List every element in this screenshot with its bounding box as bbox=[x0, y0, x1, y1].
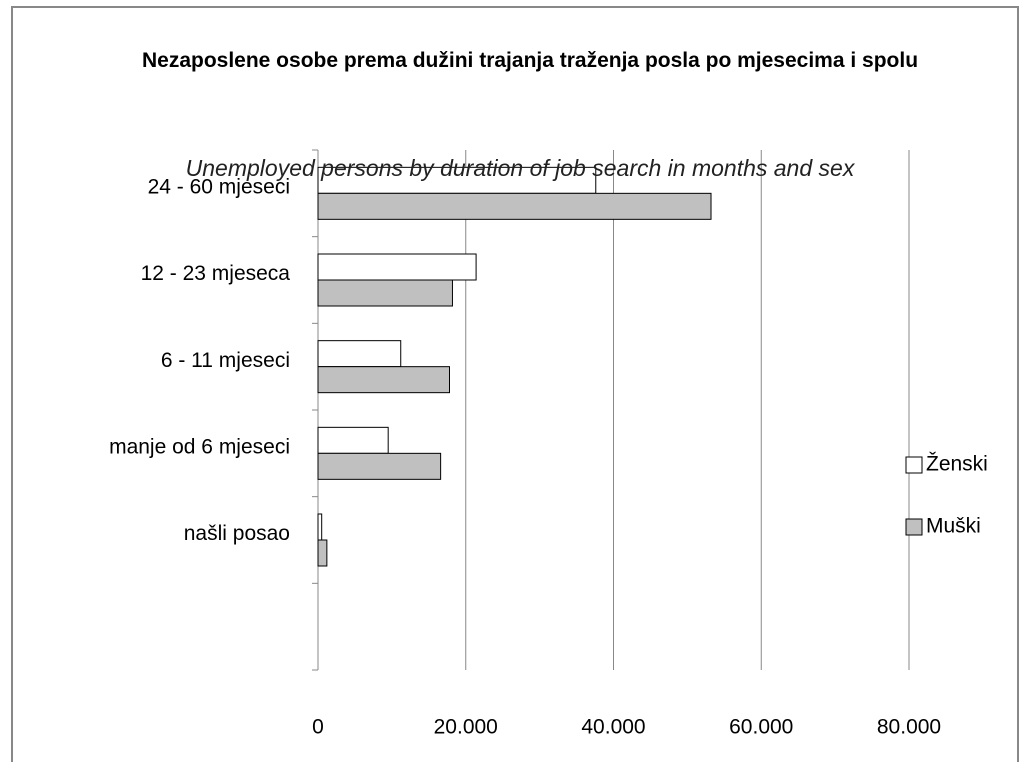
legend-label: Ženski bbox=[926, 453, 988, 476]
bar bbox=[317, 340, 402, 368]
x-tick-label: 20.000 bbox=[434, 716, 498, 739]
y-tick-label: 24 - 60 mjeseci bbox=[148, 176, 290, 199]
bar bbox=[317, 426, 389, 454]
legend-swatch bbox=[905, 456, 923, 474]
x-tick-label: 40.000 bbox=[581, 716, 645, 739]
bar bbox=[317, 539, 328, 567]
chart-subtitle: Unemployed persons by duration of job se… bbox=[185, 155, 855, 181]
bar bbox=[317, 166, 597, 194]
y-tick-label: našli posao bbox=[184, 522, 290, 545]
chart-frame bbox=[11, 6, 1019, 762]
x-tick-label: 60.000 bbox=[729, 716, 793, 739]
bar bbox=[317, 513, 323, 541]
x-tick-label: 80.000 bbox=[877, 716, 941, 739]
y-tick-label: manje od 6 mjeseci bbox=[109, 436, 290, 459]
chart-title: Nezaposlene osobe prema dužini trajanja … bbox=[141, 49, 919, 72]
legend-label: Muški bbox=[926, 515, 981, 538]
legend-swatch bbox=[905, 518, 923, 536]
y-tick-label: 6 - 11 mjeseci bbox=[161, 349, 290, 372]
bar bbox=[317, 253, 477, 281]
y-tick-label: 12 - 23 mjeseca bbox=[141, 262, 291, 285]
x-tick-label: 0 bbox=[312, 716, 324, 739]
bar bbox=[317, 279, 453, 307]
bar bbox=[317, 452, 442, 480]
bar bbox=[317, 192, 712, 220]
bar bbox=[317, 366, 450, 394]
